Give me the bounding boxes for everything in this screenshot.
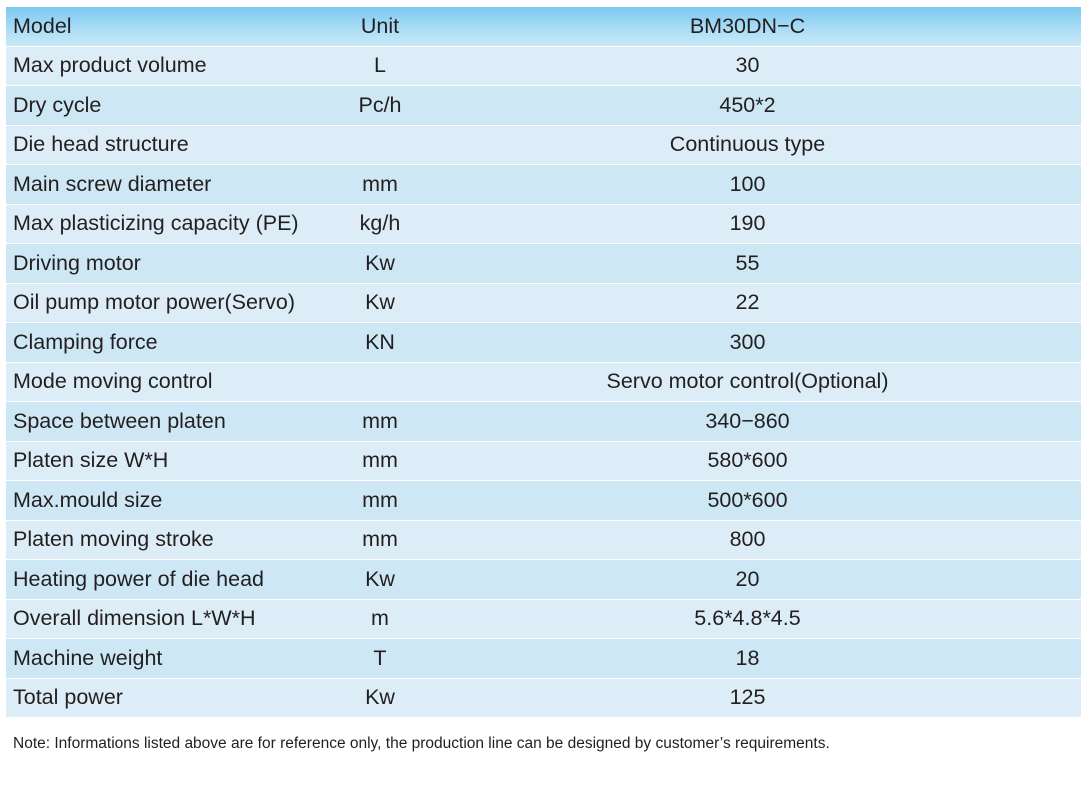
param-name: Platen size W*H bbox=[13, 448, 169, 473]
param-unit: mm bbox=[362, 448, 398, 473]
table-row: Dry cycle Pc/h 450*2 bbox=[6, 86, 1081, 125]
table-row: Clamping force KN 300 bbox=[6, 323, 1081, 362]
param-name: Heating power of die head bbox=[13, 566, 265, 591]
param-value: 18 bbox=[735, 645, 760, 670]
table-row: Main screw diameter mm 100 bbox=[6, 165, 1081, 204]
header-model-label: Model bbox=[13, 13, 72, 38]
table-row: Machine weight T 18 bbox=[6, 639, 1081, 678]
param-unit: T bbox=[373, 645, 387, 670]
param-name: Machine weight bbox=[13, 645, 163, 670]
param-value: 22 bbox=[735, 290, 760, 315]
header-unit-label: Unit bbox=[360, 13, 400, 38]
param-name: Main screw diameter bbox=[13, 171, 212, 196]
table-row: Max product volume L 30 bbox=[6, 46, 1081, 85]
table-row: Platen size W*H mm 580*600 bbox=[6, 441, 1081, 480]
table-row: Overall dimension L*W*H m 5.6*4.8*4.5 bbox=[6, 599, 1081, 638]
param-name: Space between platen bbox=[13, 408, 226, 433]
param-unit: Kw bbox=[365, 250, 395, 275]
param-value: 30 bbox=[735, 53, 760, 78]
param-name: Overall dimension L*W*H bbox=[13, 606, 256, 631]
param-value: 800 bbox=[729, 527, 766, 552]
spec-table: Model Unit BM30DN−C Max product volume L… bbox=[6, 7, 1081, 718]
param-value: 190 bbox=[729, 211, 766, 236]
param-value: Servo motor control(Optional) bbox=[606, 369, 889, 394]
param-value: 5.6*4.8*4.5 bbox=[694, 606, 801, 631]
param-unit: kg/h bbox=[359, 211, 401, 236]
param-name: Driving motor bbox=[13, 250, 141, 275]
param-unit: Kw bbox=[365, 290, 395, 315]
param-unit: mm bbox=[362, 527, 398, 552]
param-unit: mm bbox=[362, 487, 398, 512]
header-model-value: BM30DN−C bbox=[689, 13, 806, 38]
param-value: 300 bbox=[729, 329, 766, 354]
param-value: 125 bbox=[729, 685, 766, 710]
param-unit: mm bbox=[362, 408, 398, 433]
param-value: 20 bbox=[735, 566, 760, 591]
param-value: 100 bbox=[729, 171, 766, 196]
table-row: Total power Kw 125 bbox=[6, 678, 1081, 717]
param-name: Dry cycle bbox=[13, 92, 102, 117]
param-name: Clamping force bbox=[13, 329, 158, 354]
reference-note: Note: Informations listed above are for … bbox=[13, 735, 830, 752]
param-unit: mm bbox=[362, 171, 398, 196]
param-name: Max.mould size bbox=[13, 487, 163, 512]
table-row: Oil pump motor power(Servo) Kw 22 bbox=[6, 283, 1081, 322]
param-name: Total power bbox=[13, 685, 123, 710]
table-row: Max.mould size mm 500*600 bbox=[6, 481, 1081, 520]
param-unit: m bbox=[371, 606, 389, 631]
param-unit: Kw bbox=[365, 566, 395, 591]
table-row: Platen moving stroke mm 800 bbox=[6, 520, 1081, 559]
param-value: 450*2 bbox=[719, 92, 776, 117]
param-value: 55 bbox=[735, 250, 760, 275]
param-value: Continuous type bbox=[669, 132, 826, 157]
table-row: Max plasticizing capacity (PE) kg/h 190 bbox=[6, 204, 1081, 243]
param-unit: Kw bbox=[365, 685, 395, 710]
table-row: Heating power of die head Kw 20 bbox=[6, 560, 1081, 599]
table-row: Mode moving control Servo motor control(… bbox=[6, 362, 1081, 401]
table-row: Die head structure Continuous type bbox=[6, 125, 1081, 164]
param-name: Max product volume bbox=[13, 53, 207, 78]
table-header-row: Model Unit BM30DN−C bbox=[6, 7, 1081, 46]
param-name: Max plasticizing capacity (PE) bbox=[13, 211, 299, 236]
param-value: 580*600 bbox=[707, 448, 788, 473]
table-row: Driving motor Kw 55 bbox=[6, 244, 1081, 283]
table-row: Space between platen mm 340−860 bbox=[6, 402, 1081, 441]
param-unit: L bbox=[374, 53, 386, 78]
param-value: 500*600 bbox=[707, 487, 788, 512]
param-name: Platen moving stroke bbox=[13, 527, 214, 552]
param-unit: Pc/h bbox=[358, 92, 402, 117]
param-value: 340−860 bbox=[705, 408, 790, 433]
param-unit: KN bbox=[365, 329, 395, 354]
param-name: Die head structure bbox=[13, 132, 189, 157]
param-name: Mode moving control bbox=[13, 369, 213, 394]
param-name: Oil pump motor power(Servo) bbox=[13, 290, 295, 315]
